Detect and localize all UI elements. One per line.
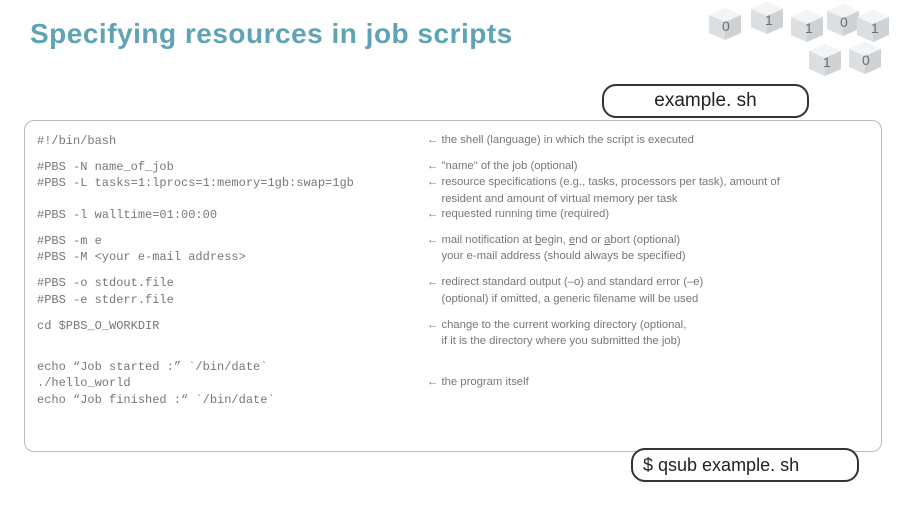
script-box: #!/bin/bash ← the shell (language) in wh… (24, 120, 882, 452)
svg-text:1: 1 (823, 54, 831, 70)
qsub-command-tab: $ qsub example. sh (631, 448, 859, 482)
desc: ← (optional) if omitted, a generic filen… (427, 292, 869, 307)
qsub-command: $ qsub example. sh (643, 455, 799, 476)
desc: ← requested running time (required) (427, 207, 869, 222)
script-line: ← resident and amount of virtual memory … (37, 192, 869, 207)
script-line: #PBS -m e ← mail notification at begin, … (37, 233, 869, 249)
script-line: cd $PBS_O_WORKDIR ← change to the curren… (37, 318, 869, 334)
desc: ← resource specifications (e.g., tasks, … (427, 175, 869, 190)
svg-text:0: 0 (722, 18, 730, 34)
example-filename: example. sh (654, 90, 756, 112)
script-line: #PBS -o stdout.file ← redirect standard … (37, 275, 869, 291)
desc: ← if it is the directory where you submi… (427, 334, 869, 349)
script-line: #PBS -e stderr.file ← (optional) if omit… (37, 292, 869, 308)
code: #PBS -L tasks=1:lprocs=1:memory=1gb:swap… (37, 175, 427, 191)
desc: ← resident and amount of virtual memory … (427, 192, 869, 207)
svg-text:0: 0 (840, 14, 848, 30)
slide-title: Specifying resources in job scripts (30, 18, 513, 50)
script-line: #PBS -N name_of_job ← "name" of the job … (37, 159, 869, 175)
slide: Specifying resources in job scripts 0 1 … (0, 0, 907, 510)
script-line: ← if it is the directory where you submi… (37, 334, 869, 349)
script-line: #!/bin/bash ← the shell (language) in wh… (37, 133, 869, 149)
desc: ← your e-mail address (should always be … (427, 249, 869, 264)
desc-text: mail notification at begin, end or abort… (441, 234, 680, 246)
code: echo “Job finished :“ `/bin/date` (37, 392, 427, 408)
code: cd $PBS_O_WORKDIR (37, 318, 427, 334)
svg-text:1: 1 (871, 20, 879, 36)
script-line: #PBS -l walltime=01:00:00 ← requested ru… (37, 207, 869, 223)
code: ./hello_world (37, 375, 427, 391)
code: #PBS -o stdout.file (37, 275, 427, 291)
code: #PBS -m e (37, 233, 427, 249)
script-line: #PBS -M <your e-mail address> ← your e-m… (37, 249, 869, 265)
example-filename-tab: example. sh (602, 84, 809, 118)
svg-text:1: 1 (765, 12, 773, 28)
code: #PBS -l walltime=01:00:00 (37, 207, 427, 223)
svg-text:0: 0 (862, 52, 870, 68)
desc: ← "name" of the job (optional) (427, 159, 869, 174)
script-line: echo “Job finished :“ `/bin/date` (37, 392, 869, 408)
script-line: #PBS -L tasks=1:lprocs=1:memory=1gb:swap… (37, 175, 869, 191)
code: #PBS -e stderr.file (37, 292, 427, 308)
desc: ← redirect standard output (–o) and stan… (427, 275, 869, 290)
desc: ← mail notification at begin, end or abo… (427, 233, 869, 248)
code: echo “Job started :” `/bin/date` (37, 359, 427, 375)
script-line: echo “Job started :” `/bin/date` (37, 359, 869, 375)
desc: ← the program itself (427, 375, 869, 390)
code: #!/bin/bash (37, 133, 427, 149)
code: #PBS -M <your e-mail address> (37, 249, 427, 265)
script-line: ./hello_world ← the program itself (37, 375, 869, 391)
desc: ← change to the current working director… (427, 318, 869, 333)
code: #PBS -N name_of_job (37, 159, 427, 175)
desc: ← the shell (language) in which the scri… (427, 133, 869, 148)
decorative-cubes: 0 1 1 0 1 1 0 (699, 2, 889, 84)
svg-text:1: 1 (805, 20, 813, 36)
